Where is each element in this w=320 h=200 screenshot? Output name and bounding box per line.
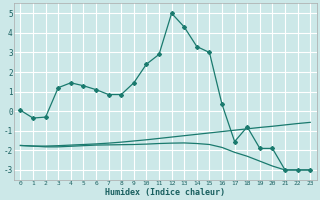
X-axis label: Humidex (Indice chaleur): Humidex (Indice chaleur)	[105, 188, 225, 197]
